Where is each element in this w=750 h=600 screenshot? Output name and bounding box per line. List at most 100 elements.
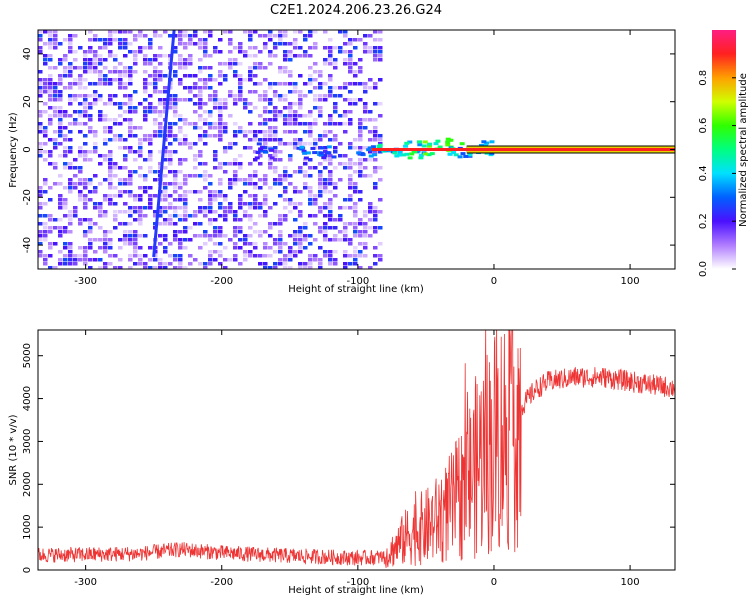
spectrogram-cell xyxy=(223,218,228,222)
snr-y-tick-label: 5000 xyxy=(22,343,33,368)
spectrogram-cell xyxy=(333,186,338,190)
spectrogram-cell xyxy=(173,34,178,38)
spectrogram-blob xyxy=(258,147,264,151)
spectrogram-cell xyxy=(98,226,103,230)
spectrogram-cell xyxy=(248,130,253,134)
spectrogram-cell xyxy=(38,142,43,146)
spectrogram-cell xyxy=(58,230,63,234)
spectrogram-x-tick-label: 0 xyxy=(491,276,497,287)
spectrogram-cell xyxy=(143,138,148,142)
spectrogram-cell xyxy=(243,210,248,214)
spectrogram-cell xyxy=(43,62,48,66)
spectrogram-cell xyxy=(68,42,73,46)
spectrogram-cell xyxy=(353,74,358,78)
spectrogram-cell xyxy=(178,254,183,258)
snr-x-tick-label: -300 xyxy=(74,577,97,588)
spectrogram-cell xyxy=(43,182,48,186)
spectrogram-cell xyxy=(268,102,273,106)
spectrogram-cell xyxy=(43,142,48,146)
spectrogram-cell xyxy=(198,102,203,106)
spectrogram-cell xyxy=(283,206,288,210)
spectrogram-cell xyxy=(233,182,238,186)
spectrogram-cell xyxy=(108,30,113,34)
spectrogram-cell xyxy=(68,242,73,246)
spectrogram-cell xyxy=(293,202,298,206)
spectrogram-cell xyxy=(223,102,228,106)
spectrogram-cell xyxy=(373,230,378,234)
spectrogram-cell xyxy=(58,134,63,138)
spectrogram-cell xyxy=(378,178,383,182)
spectrogram-cell xyxy=(73,262,78,266)
spectrogram-cell xyxy=(218,182,223,186)
spectrogram-cell xyxy=(203,110,208,114)
spectrogram-cell xyxy=(308,234,313,238)
spectrogram-cell xyxy=(238,62,243,66)
spectrogram-cell xyxy=(268,266,273,269)
spectrogram-cell xyxy=(203,234,208,238)
spectrogram-y-tick-label: -40 xyxy=(22,237,33,253)
spectrogram-cell xyxy=(163,186,168,190)
spectrogram-cell xyxy=(58,194,63,198)
spectrogram-cell xyxy=(163,166,168,170)
spectrogram-blob xyxy=(448,138,454,142)
spectrogram-cell xyxy=(128,210,133,214)
spectrogram-cell xyxy=(168,162,173,166)
spectrogram-cell xyxy=(213,46,218,50)
spectrogram-cell xyxy=(78,154,83,158)
spectrogram-blob xyxy=(415,149,421,153)
spectrogram-cell xyxy=(108,50,113,54)
spectrogram-cell xyxy=(68,70,73,74)
spectrogram-cell xyxy=(108,154,113,158)
spectrogram-cell xyxy=(223,106,228,110)
spectrogram-cell xyxy=(318,98,323,102)
spectrogram-cell xyxy=(53,218,58,222)
spectrogram-cell xyxy=(348,110,353,114)
spectrogram-cell xyxy=(93,82,98,86)
spectrogram-cell xyxy=(188,38,193,42)
spectrogram-cell xyxy=(118,46,123,50)
spectrogram-cell xyxy=(93,206,98,210)
spectrogram-cell xyxy=(88,102,93,106)
spectrogram-cell xyxy=(198,162,203,166)
spectrogram-cell xyxy=(48,230,53,234)
snr-y-tick-label: 2000 xyxy=(22,472,33,497)
spectrogram-cell xyxy=(283,82,288,86)
spectrogram-cell xyxy=(178,34,183,38)
spectrogram-cell xyxy=(278,174,283,178)
spectrogram-cell xyxy=(108,78,113,82)
spectrogram-cell xyxy=(258,206,263,210)
spectrogram-cell xyxy=(113,118,118,122)
spectrogram-cell xyxy=(318,74,323,78)
spectrogram-cell xyxy=(288,110,293,114)
spectrogram-cell xyxy=(43,110,48,114)
spectrogram-cell xyxy=(378,166,383,170)
spectrogram-cell xyxy=(138,206,143,210)
spectrogram-cell xyxy=(108,182,113,186)
spectrogram-cell xyxy=(168,214,173,218)
spectrogram-cell xyxy=(288,246,293,250)
spectrogram-cell xyxy=(43,130,48,134)
spectrogram-cell xyxy=(288,114,293,118)
spectrogram-cell xyxy=(58,234,63,238)
spectrogram-cell xyxy=(118,182,123,186)
spectrogram-cell xyxy=(343,198,348,202)
spectrogram-cell xyxy=(273,42,278,46)
spectrogram-cell xyxy=(363,214,368,218)
spectrogram-cell xyxy=(208,194,213,198)
spectrogram-cell xyxy=(268,86,273,90)
spectrogram-cell xyxy=(68,186,73,190)
spectrogram-cell xyxy=(48,242,53,246)
spectrogram-cell xyxy=(253,202,258,206)
spectrogram-cell xyxy=(158,150,163,154)
spectrogram-cell xyxy=(88,226,93,230)
spectrogram-cell xyxy=(218,206,223,210)
spectrogram-cell xyxy=(178,114,183,118)
spectrogram-blob xyxy=(318,151,324,155)
spectrogram-cell xyxy=(333,102,338,106)
spectrogram-cell xyxy=(38,126,43,130)
spectrogram-cell xyxy=(283,266,288,269)
spectrogram-cell xyxy=(288,106,293,110)
spectrogram-cell xyxy=(138,150,143,154)
spectrogram-cell xyxy=(43,262,48,266)
spectrogram-cell xyxy=(168,154,173,158)
